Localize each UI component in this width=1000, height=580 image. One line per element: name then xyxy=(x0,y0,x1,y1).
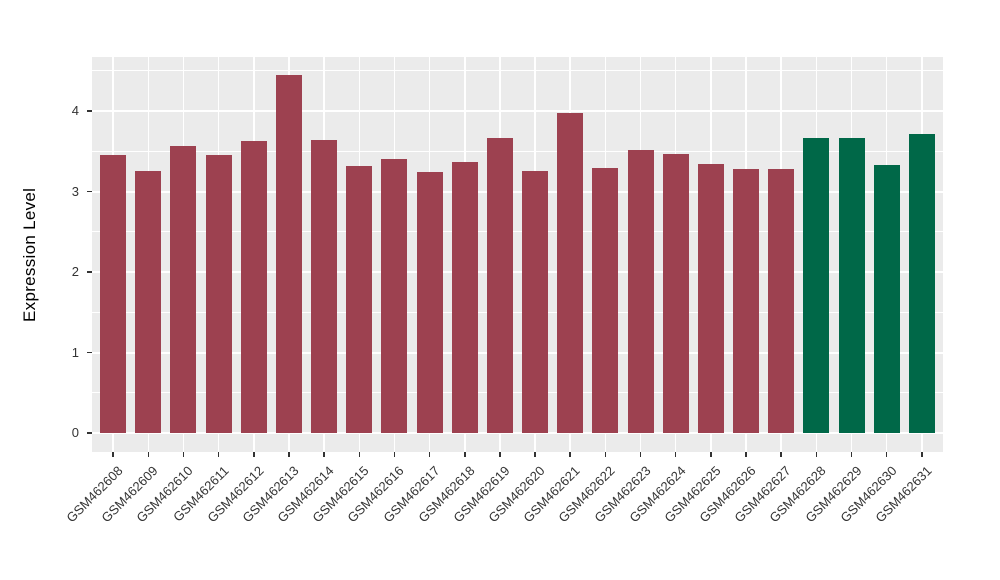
y-tick-mark xyxy=(87,190,92,193)
x-tick-mark xyxy=(358,452,360,457)
x-tick-mark xyxy=(604,452,607,457)
x-tick-mark xyxy=(534,452,536,457)
x-tick-mark xyxy=(393,452,396,457)
x-tick-mark xyxy=(850,452,853,457)
bar-GSM462629 xyxy=(838,137,865,433)
bar-GSM462626 xyxy=(733,168,760,433)
y-tick-label: 0 xyxy=(71,425,79,440)
bar-GSM462631 xyxy=(908,134,935,433)
x-tick-mark xyxy=(112,452,114,457)
x-tick-mark xyxy=(921,452,923,457)
y-tick-label: 3 xyxy=(71,183,79,199)
bar-GSM462609 xyxy=(135,171,162,433)
y-tick-mark xyxy=(87,432,92,434)
x-tick-mark xyxy=(745,452,747,457)
bar-GSM462618 xyxy=(451,161,478,433)
y-tick-mark xyxy=(87,271,92,273)
bar-GSM462621 xyxy=(557,113,584,433)
minor-gridline xyxy=(92,150,943,152)
x-tick-mark xyxy=(288,452,290,457)
x-tick-mark xyxy=(885,452,888,457)
bar-GSM462630 xyxy=(873,164,900,433)
x-tick-mark xyxy=(182,452,185,457)
y-tick-label: 1 xyxy=(71,344,79,360)
x-tick-mark xyxy=(639,452,642,457)
x-tick-mark xyxy=(569,452,571,457)
bar-GSM462627 xyxy=(768,168,795,433)
y-tick-label: 4 xyxy=(71,103,79,118)
x-tick-mark xyxy=(428,452,431,457)
major-gridline xyxy=(92,110,943,112)
bar-GSM462611 xyxy=(205,155,232,433)
x-tick-mark xyxy=(253,452,255,457)
y-tick-label: 2 xyxy=(71,264,79,279)
y-axis-title: Expression Level xyxy=(20,187,39,322)
x-tick-mark xyxy=(674,452,677,457)
bar-GSM462619 xyxy=(486,137,513,433)
bar-GSM462624 xyxy=(662,154,689,433)
bar-GSM462608 xyxy=(100,155,127,433)
major-gridline xyxy=(92,190,943,193)
bar-GSM462616 xyxy=(381,159,408,433)
minor-gridline xyxy=(92,311,943,313)
x-tick-mark xyxy=(710,452,712,457)
x-tick-mark xyxy=(499,452,501,457)
bar-GSM462620 xyxy=(522,171,549,433)
bar-GSM462622 xyxy=(592,168,619,433)
minor-gridline xyxy=(92,392,943,394)
x-tick-mark xyxy=(464,452,466,457)
x-tick-mark xyxy=(147,452,149,457)
bar-GSM462613 xyxy=(275,74,302,433)
x-tick-mark xyxy=(780,452,782,457)
bar-GSM462612 xyxy=(240,140,267,433)
bar-GSM462623 xyxy=(627,149,654,433)
bar-GSM462615 xyxy=(346,165,373,433)
bar-GSM462614 xyxy=(311,139,338,433)
y-tick-mark xyxy=(87,110,92,112)
y-tick-mark xyxy=(87,351,92,354)
major-gridline xyxy=(92,432,943,434)
bar-GSM462610 xyxy=(170,145,197,433)
x-tick-mark xyxy=(815,452,818,457)
minor-gridline xyxy=(92,231,943,233)
major-gridline xyxy=(92,351,943,354)
bar-GSM462628 xyxy=(803,137,830,433)
x-tick-mark xyxy=(217,452,220,457)
major-gridline xyxy=(92,271,943,273)
bar-GSM462625 xyxy=(697,164,724,433)
x-tick-mark xyxy=(323,452,325,457)
bar-GSM462617 xyxy=(416,172,443,433)
minor-gridline xyxy=(92,70,943,72)
plot-panel xyxy=(92,57,943,452)
